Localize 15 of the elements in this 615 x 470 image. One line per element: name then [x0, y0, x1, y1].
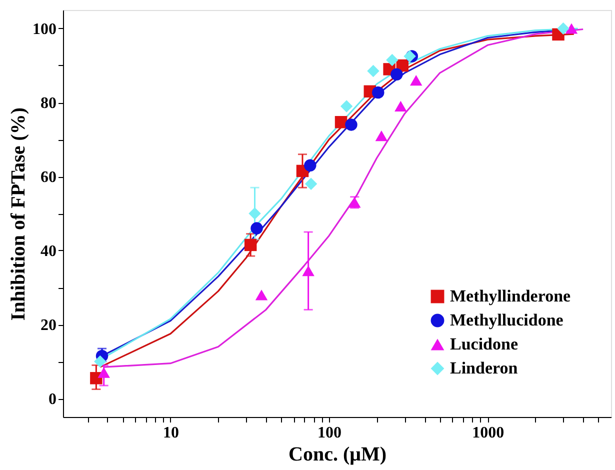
y-tick-label: 80 — [40, 95, 56, 112]
legend-label: Methyllucidone — [450, 310, 564, 330]
y-tick-label: 100 — [32, 21, 56, 38]
y-tick-label: 60 — [40, 169, 56, 186]
x-tick-label: 1000 — [472, 424, 504, 442]
y-tick-label: 40 — [40, 243, 56, 260]
legend-label: Methyllinderone — [450, 286, 572, 306]
x-tick-label: 10 — [162, 424, 179, 442]
y-tick-label: 0 — [48, 391, 56, 408]
legend-label: Lucidone — [450, 334, 518, 354]
y-tick-label: 20 — [40, 317, 56, 334]
x-axis-title: Conc. (μM) — [288, 444, 386, 466]
x-tick-label: 100 — [318, 424, 342, 442]
legend-label: Linderon — [450, 358, 518, 378]
y-axis-title: Inhibition of FPTase (%) — [8, 107, 30, 321]
